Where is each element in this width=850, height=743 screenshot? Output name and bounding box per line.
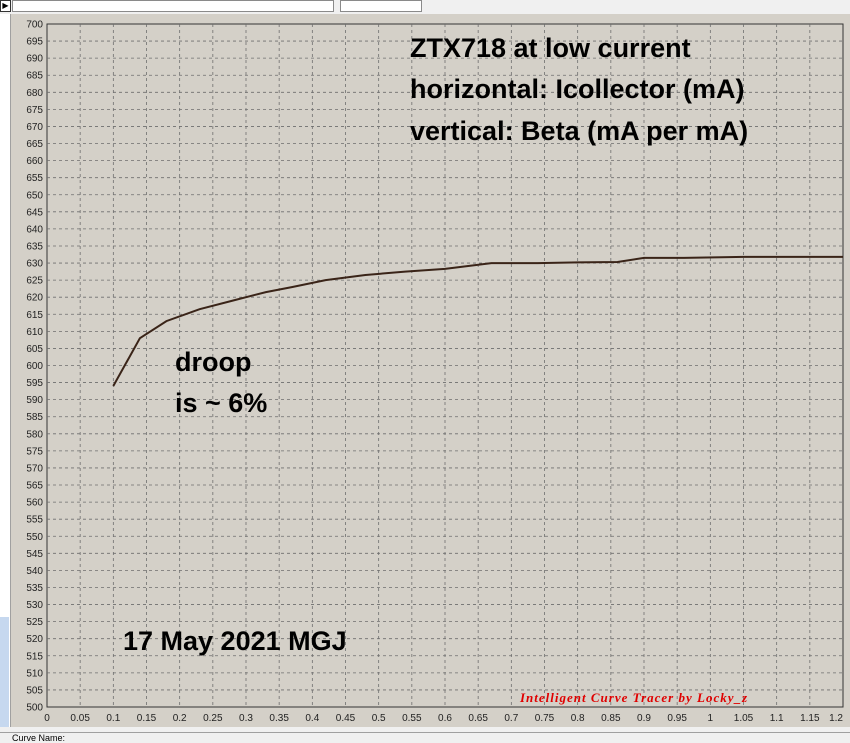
toolbar-field-1[interactable]	[12, 0, 334, 12]
y-tick-label: 690	[26, 54, 43, 65]
play-arrow-icon[interactable]: ▶	[0, 0, 11, 12]
beta-curve	[112, 255, 843, 387]
y-tick-label: 665	[26, 139, 43, 150]
x-tick-label: 0.75	[535, 713, 555, 724]
x-tick-label: 0.3	[239, 713, 253, 724]
x-tick-label: 0.1	[106, 713, 120, 724]
y-tick-labels: 500 505 510 515 520 525 530 535 540 545 550 555 560 5…	[26, 20, 43, 714]
x-tick-label: 0.65	[468, 713, 488, 724]
y-tick-label: 620	[26, 293, 43, 304]
y-tick-label: 635	[26, 241, 43, 252]
y-tick-label: 565	[26, 481, 43, 492]
curve-name-label: Curve Name:	[12, 733, 66, 743]
x-tick-label: 0.55	[402, 713, 422, 724]
y-tick-label: 645	[26, 207, 43, 218]
toolbar-field-2[interactable]	[340, 0, 422, 12]
x-tick-label: 0.4	[305, 713, 319, 724]
title-line-1: ZTX718 at low current	[410, 33, 691, 63]
y-tick-label: 610	[26, 327, 43, 338]
title-line-2: horizontal: Icollector (mA)	[410, 74, 745, 104]
title-line-3: vertical: Beta (mA per mA)	[410, 116, 748, 146]
y-tick-label: 650	[26, 190, 43, 201]
y-tick-label: 530	[26, 600, 43, 611]
x-tick-label: 0.2	[173, 713, 187, 724]
y-tick-label: 640	[26, 224, 43, 235]
x-tick-label: 0	[44, 713, 50, 724]
y-tick-label: 580	[26, 429, 43, 440]
credit-text: Intelligent Curve Tracer by Locky_z	[519, 690, 748, 705]
x-tick-labels: 0 0.05 0.1 0.15 0.2 0.25 0.3 0.35 0.4 0.45 0.5 0.55…	[44, 713, 843, 724]
x-tick-label: 0.8	[571, 713, 585, 724]
droop-note-line-2: is ~ 6%	[175, 388, 267, 418]
x-tick-label: 0.5	[372, 713, 386, 724]
status-bar: Curve Name:	[0, 732, 850, 743]
y-tick-label: 540	[26, 566, 43, 577]
y-tick-label: 575	[26, 446, 43, 457]
y-tick-label: 655	[26, 173, 43, 184]
x-tick-label: 1	[708, 713, 714, 724]
y-tick-label: 630	[26, 259, 43, 270]
y-tick-label: 670	[26, 122, 43, 133]
y-tick-label: 700	[26, 20, 43, 31]
x-tick-label: 0.95	[667, 713, 687, 724]
x-tick-label: 0.9	[637, 713, 651, 724]
left-panel	[0, 14, 11, 727]
y-tick-label: 515	[26, 651, 43, 662]
left-panel-selection	[0, 617, 9, 727]
x-tick-label: 1.05	[734, 713, 754, 724]
y-tick-label: 675	[26, 105, 43, 116]
x-tick-label: 1.1	[770, 713, 784, 724]
x-tick-label: 1.15	[800, 713, 820, 724]
y-tick-label: 685	[26, 71, 43, 82]
x-tick-label: 0.85	[601, 713, 621, 724]
droop-note-line-1: droop	[175, 347, 251, 377]
y-tick-label: 570	[26, 463, 43, 474]
date-note: 17 May 2021 MGJ	[123, 626, 347, 656]
y-tick-label: 600	[26, 361, 43, 372]
x-tick-label: 0.6	[438, 713, 452, 724]
y-tick-label: 500	[26, 703, 43, 714]
y-tick-label: 605	[26, 344, 43, 355]
y-tick-label: 680	[26, 88, 43, 99]
y-tick-label: 585	[26, 412, 43, 423]
x-tick-label: 0.45	[336, 713, 356, 724]
x-tick-label: 0.05	[70, 713, 90, 724]
y-tick-label: 615	[26, 310, 43, 321]
x-tick-label: 1.2	[829, 713, 843, 724]
y-tick-label: 550	[26, 532, 43, 543]
y-tick-label: 555	[26, 515, 43, 526]
y-tick-label: 545	[26, 549, 43, 560]
y-tick-label: 505	[26, 685, 43, 696]
y-tick-label: 510	[26, 668, 43, 679]
y-tick-label: 560	[26, 498, 43, 509]
y-tick-label: 525	[26, 617, 43, 628]
y-tick-label: 625	[26, 276, 43, 287]
toolbar-strip: ▶	[0, 0, 850, 15]
x-tick-label: 0.25	[203, 713, 223, 724]
y-tick-label: 595	[26, 378, 43, 389]
x-tick-label: 0.15	[137, 713, 157, 724]
y-tick-label: 520	[26, 634, 43, 645]
x-tick-label: 0.35	[269, 713, 289, 724]
grid	[47, 24, 843, 707]
y-tick-label: 535	[26, 583, 43, 594]
y-tick-label: 590	[26, 395, 43, 406]
x-tick-label: 0.7	[504, 713, 518, 724]
y-tick-label: 695	[26, 37, 43, 48]
y-tick-label: 660	[26, 156, 43, 167]
